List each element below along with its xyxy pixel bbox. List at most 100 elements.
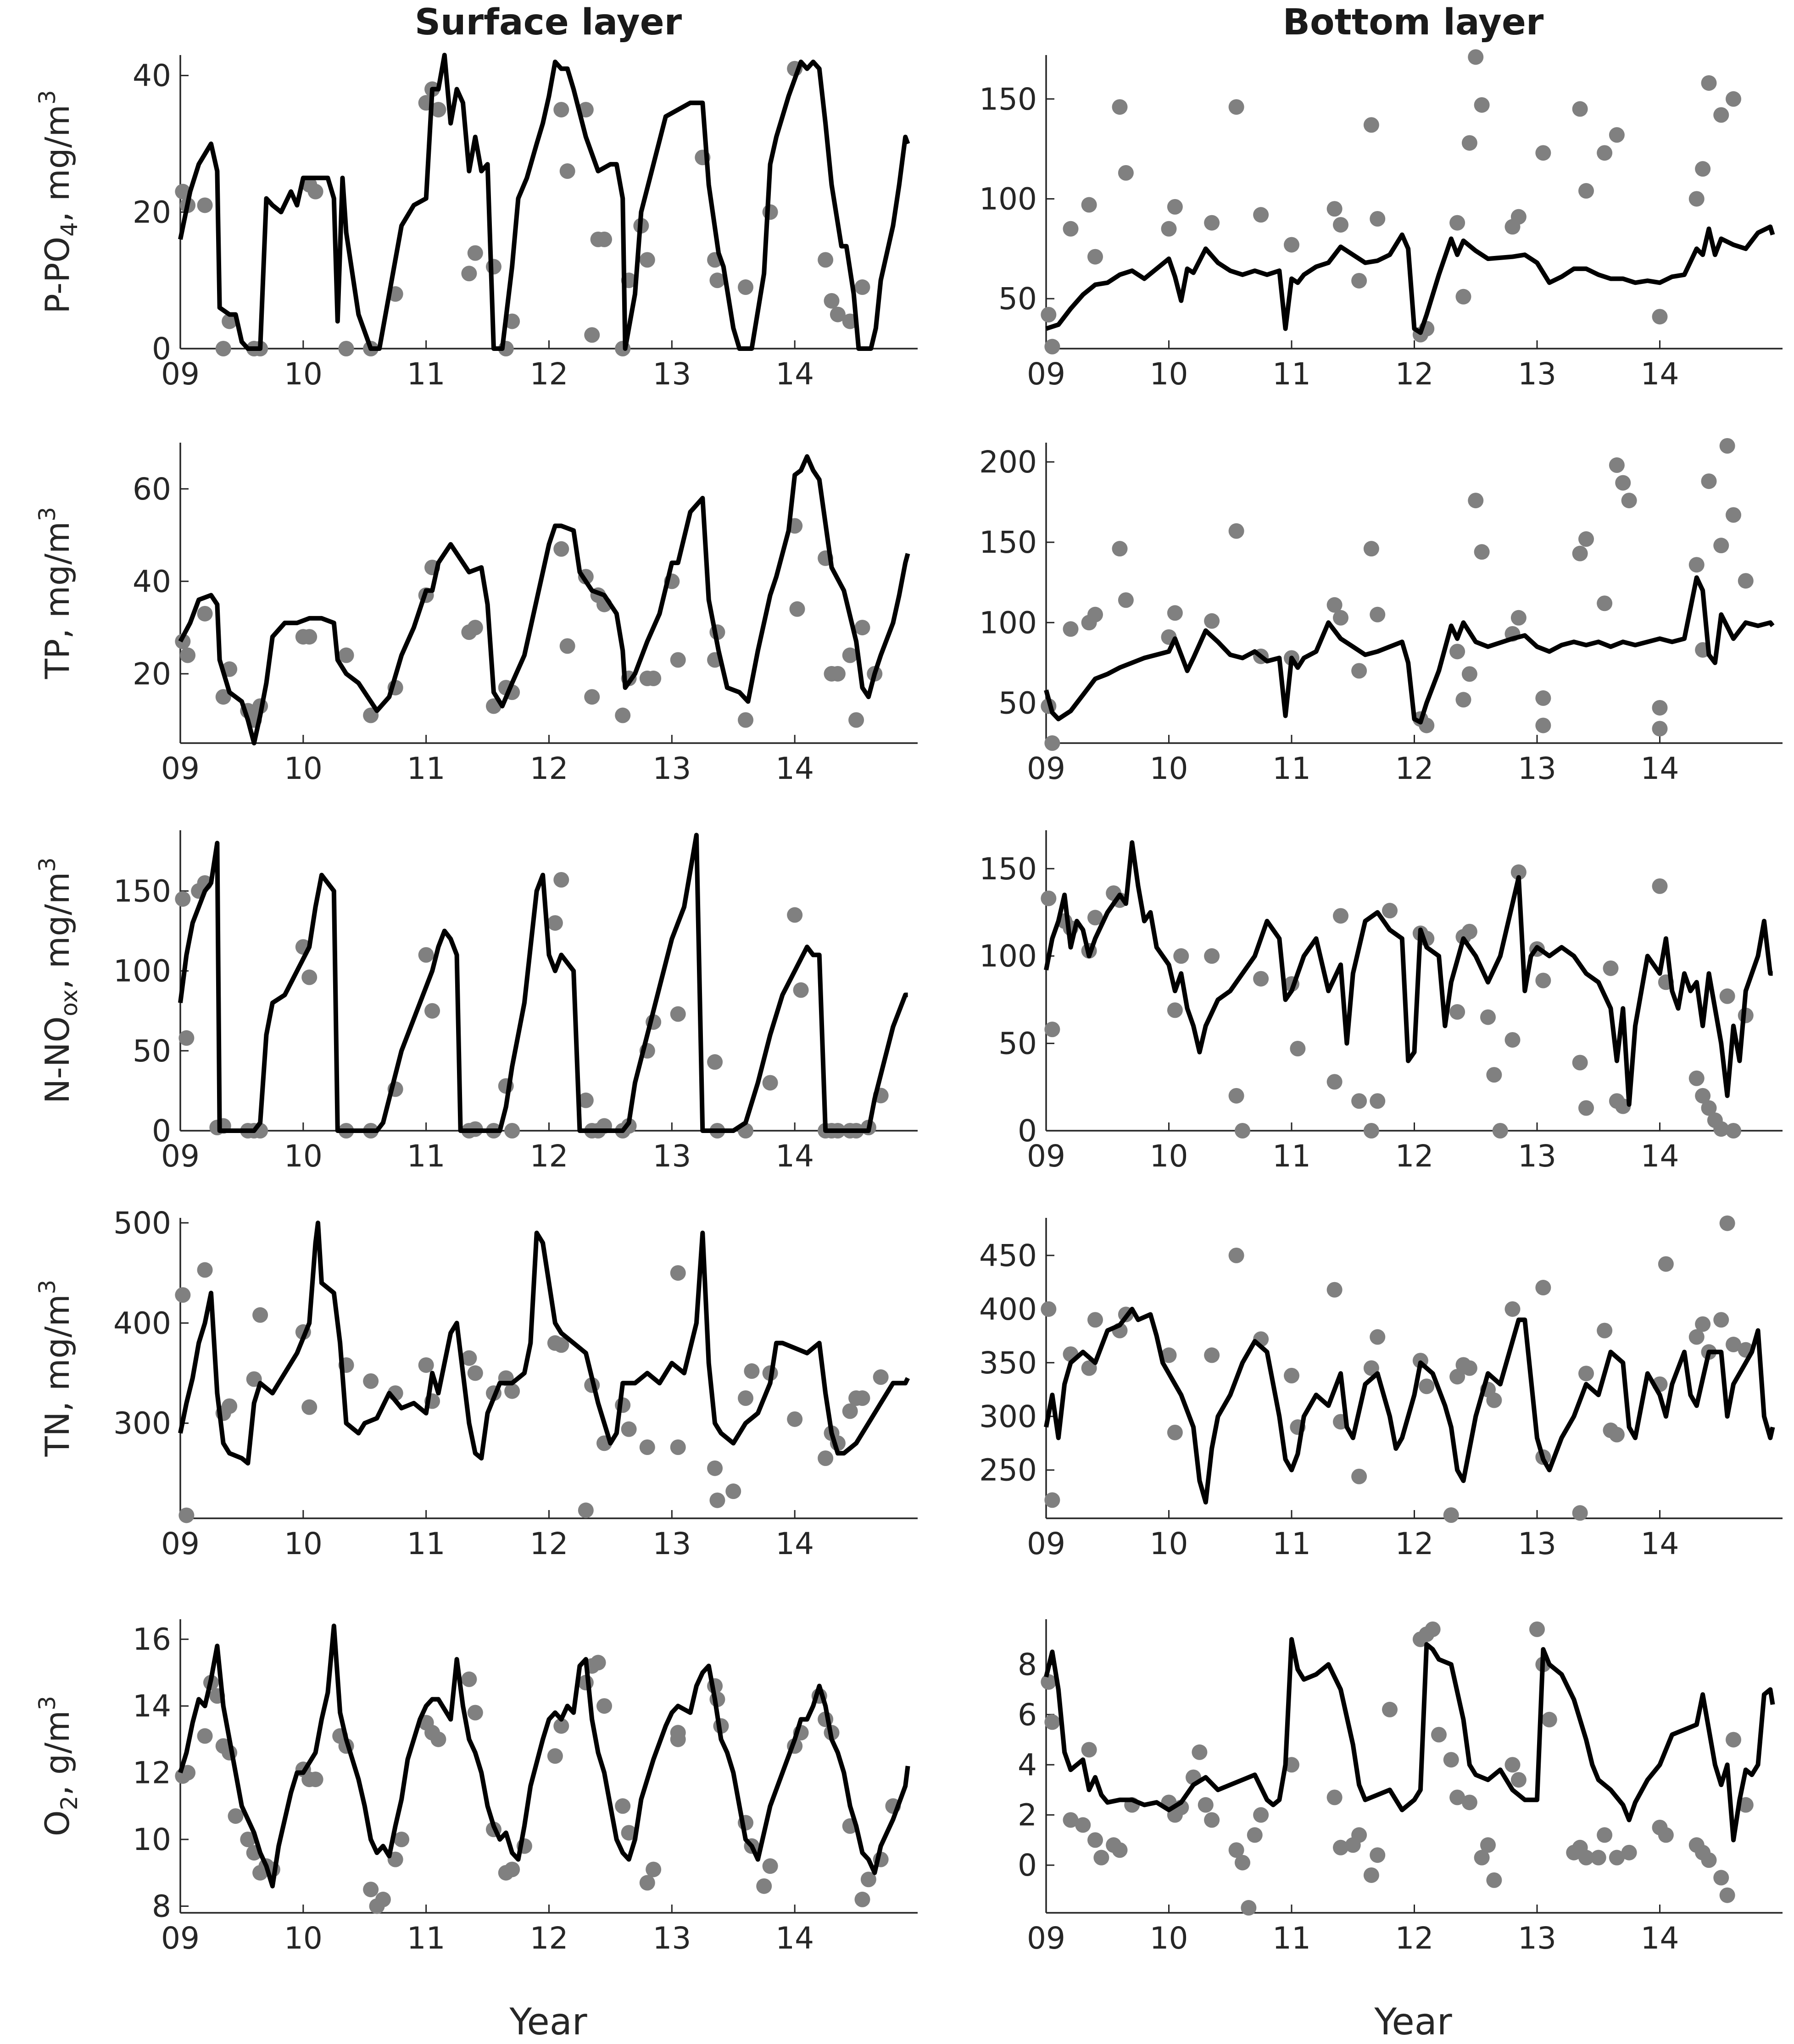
- observation-point: [1726, 1337, 1741, 1353]
- x-tick-label: 12: [530, 1139, 568, 1174]
- x-tick-label: 11: [407, 1921, 446, 1956]
- observation-point: [1695, 161, 1711, 177]
- observation-point: [1118, 165, 1134, 181]
- observation-point: [725, 1483, 741, 1500]
- panel-surface-0: 09 10 11 12 13 14 0 20 40 P-PO4, mg/m3: [34, 53, 918, 392]
- observation-point: [1198, 1797, 1214, 1813]
- observation-point: [1087, 606, 1103, 622]
- observation-point: [197, 605, 213, 622]
- observation-point: [1572, 545, 1588, 561]
- x-tick-label: 13: [1518, 1921, 1556, 1956]
- observation-point: [301, 1399, 318, 1415]
- x-tick-label: 10: [1150, 1139, 1188, 1174]
- observation-point: [1597, 595, 1613, 611]
- observation-point: [578, 1502, 594, 1518]
- observation-point: [1578, 1850, 1594, 1866]
- observation-point: [584, 327, 600, 343]
- observation-point: [1652, 700, 1668, 716]
- x-tick-label: 14: [1641, 356, 1679, 392]
- observation-point: [793, 982, 809, 998]
- observation-point: [1719, 988, 1735, 1004]
- observation-point: [1204, 948, 1220, 964]
- x-tick-label: 14: [1641, 1139, 1679, 1174]
- y-tick-label: 40: [133, 58, 171, 94]
- observation-point: [1235, 1123, 1250, 1139]
- x-tick-label: 10: [1150, 356, 1188, 392]
- observation-point: [1443, 1507, 1459, 1523]
- bottom-layer-title: Bottom layer: [1283, 2, 1544, 43]
- x-tick-label: 13: [1518, 1139, 1556, 1174]
- observation-point: [363, 1373, 379, 1389]
- observation-point: [1713, 1121, 1729, 1137]
- x-tick-label: 11: [1272, 1139, 1311, 1174]
- observation-point: [1326, 1789, 1343, 1805]
- observation-point: [1041, 1674, 1057, 1690]
- observation-point: [744, 1363, 760, 1379]
- x-tick-label: 10: [284, 1526, 323, 1561]
- observation-point: [1044, 735, 1060, 751]
- y-tick-label: 4: [1018, 1747, 1037, 1783]
- x-tick-label: 10: [284, 751, 323, 786]
- observation-point: [1087, 1832, 1103, 1848]
- observation-point: [824, 293, 840, 309]
- observation-point: [1167, 1002, 1183, 1018]
- observation-point: [1443, 1752, 1459, 1768]
- observation-point: [1044, 1022, 1060, 1038]
- observation-point: [1081, 1360, 1097, 1376]
- observation-point: [338, 341, 354, 356]
- observation-point: [1578, 1366, 1594, 1382]
- observation-point: [1449, 644, 1465, 660]
- x-tick-label: 14: [775, 1526, 814, 1561]
- observation-point: [1112, 541, 1128, 557]
- observations: [1041, 1215, 1754, 1523]
- observation-point: [762, 1858, 778, 1874]
- observation-point: [307, 1772, 323, 1788]
- observation-point: [1041, 890, 1057, 906]
- observation-point: [1161, 221, 1177, 237]
- observation-point: [1486, 1392, 1502, 1408]
- observation-point: [1468, 493, 1484, 509]
- model-line: [1044, 1637, 1775, 1843]
- observation-point: [1370, 1329, 1386, 1345]
- observation-point: [1351, 1468, 1367, 1484]
- observation-point: [1419, 1378, 1435, 1394]
- model-line: [1045, 224, 1775, 335]
- observation-point: [553, 102, 569, 118]
- observation-point: [1492, 1123, 1508, 1139]
- observation-point: [854, 1390, 870, 1406]
- x-tick-label: 09: [1027, 356, 1065, 392]
- observation-point: [848, 712, 864, 728]
- observation-point: [1701, 473, 1717, 489]
- observation-point: [1112, 99, 1128, 115]
- observation-point: [1081, 1742, 1097, 1758]
- x-tick-label: 13: [652, 1526, 691, 1561]
- observation-point: [363, 1882, 379, 1898]
- y-tick-label: 400: [979, 1292, 1037, 1327]
- observation-point: [830, 666, 846, 682]
- observation-point: [1173, 948, 1189, 964]
- x-tick-label: 09: [161, 1526, 200, 1561]
- observation-point: [787, 1411, 803, 1427]
- observation-point: [1290, 1041, 1306, 1057]
- observation-point: [394, 1832, 410, 1847]
- observation-point: [197, 197, 213, 213]
- observation-point: [1474, 97, 1490, 113]
- observation-point: [1228, 99, 1244, 115]
- y-tick-label: 400: [113, 1305, 171, 1341]
- observation-point: [1572, 101, 1588, 117]
- observation-point: [1087, 910, 1103, 926]
- observation-point: [1235, 1855, 1250, 1871]
- x-tick-label: 12: [1395, 356, 1434, 392]
- x-tick-label: 09: [161, 1921, 200, 1956]
- y-tick-label: 150: [113, 873, 171, 909]
- observation-point: [1192, 1744, 1208, 1760]
- observation-point: [1351, 1827, 1367, 1843]
- observation-point: [467, 245, 483, 261]
- observation-point: [1609, 1427, 1625, 1443]
- observation-point: [1363, 541, 1379, 557]
- observation-point: [1609, 127, 1625, 143]
- y-tick-label: 50: [998, 281, 1037, 317]
- observation-point: [461, 266, 477, 282]
- observation-point: [461, 1671, 477, 1687]
